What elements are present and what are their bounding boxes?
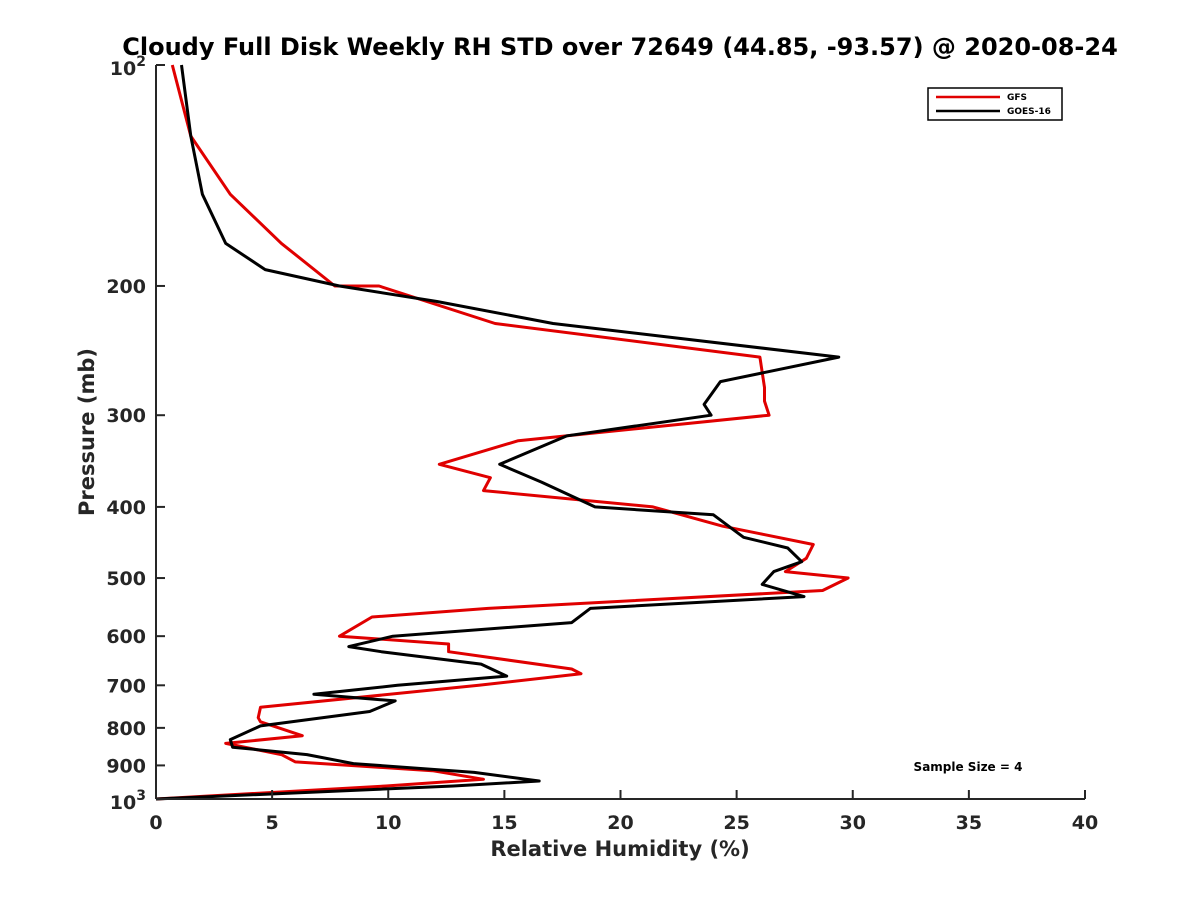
series-layer [155,64,850,801]
x-tick-label: 25 [723,812,749,834]
legend-label-goes16: GOES-16 [1007,107,1051,117]
y-tick-label: 102 [110,54,146,80]
legend-label-gfs: GFS [1007,93,1027,103]
y-tick-label: 900 [106,755,146,777]
y-tick-label: 500 [106,568,146,590]
x-tick-label: 35 [956,812,982,834]
x-tick-label: 5 [266,812,279,834]
series-line-goes16 [155,64,841,801]
series-line-gfs [155,64,850,801]
sample-size-annotation: Sample Size = 4 [914,760,1023,774]
y-axis-ticks: 102 200 300 400 500 600 700 800 900 103 [106,54,165,814]
x-tick-label: 40 [1072,812,1098,834]
y-tick-label: 600 [106,626,146,648]
x-tick-label: 10 [375,812,401,834]
x-tick-label: 20 [607,812,633,834]
y-axis-label: Pressure (mb) [75,348,99,516]
x-tick-label: 30 [840,812,866,834]
x-axis-label: Relative Humidity (%) [490,837,749,861]
x-tick-label: 15 [491,812,517,834]
legend-box [927,87,1063,121]
chart-title: Cloudy Full Disk Weekly RH STD over 7264… [122,33,1118,61]
y-tick-label: 300 [106,405,146,427]
y-tick-label: 800 [106,718,146,740]
y-tick-label: 103 [110,788,146,814]
x-axis-ticks: 0 5 10 15 20 25 30 35 40 [149,790,1098,834]
plot-area: 0 5 10 15 20 25 30 35 40 102 200 300 400 500 600 700 80… [106,54,1098,834]
y-tick-label: 700 [106,675,146,697]
y-tick-label: 200 [106,276,146,298]
x-tick-label: 0 [149,812,162,834]
legend: GFS GOES-16 [927,87,1063,121]
y-tick-label: 400 [106,497,146,519]
